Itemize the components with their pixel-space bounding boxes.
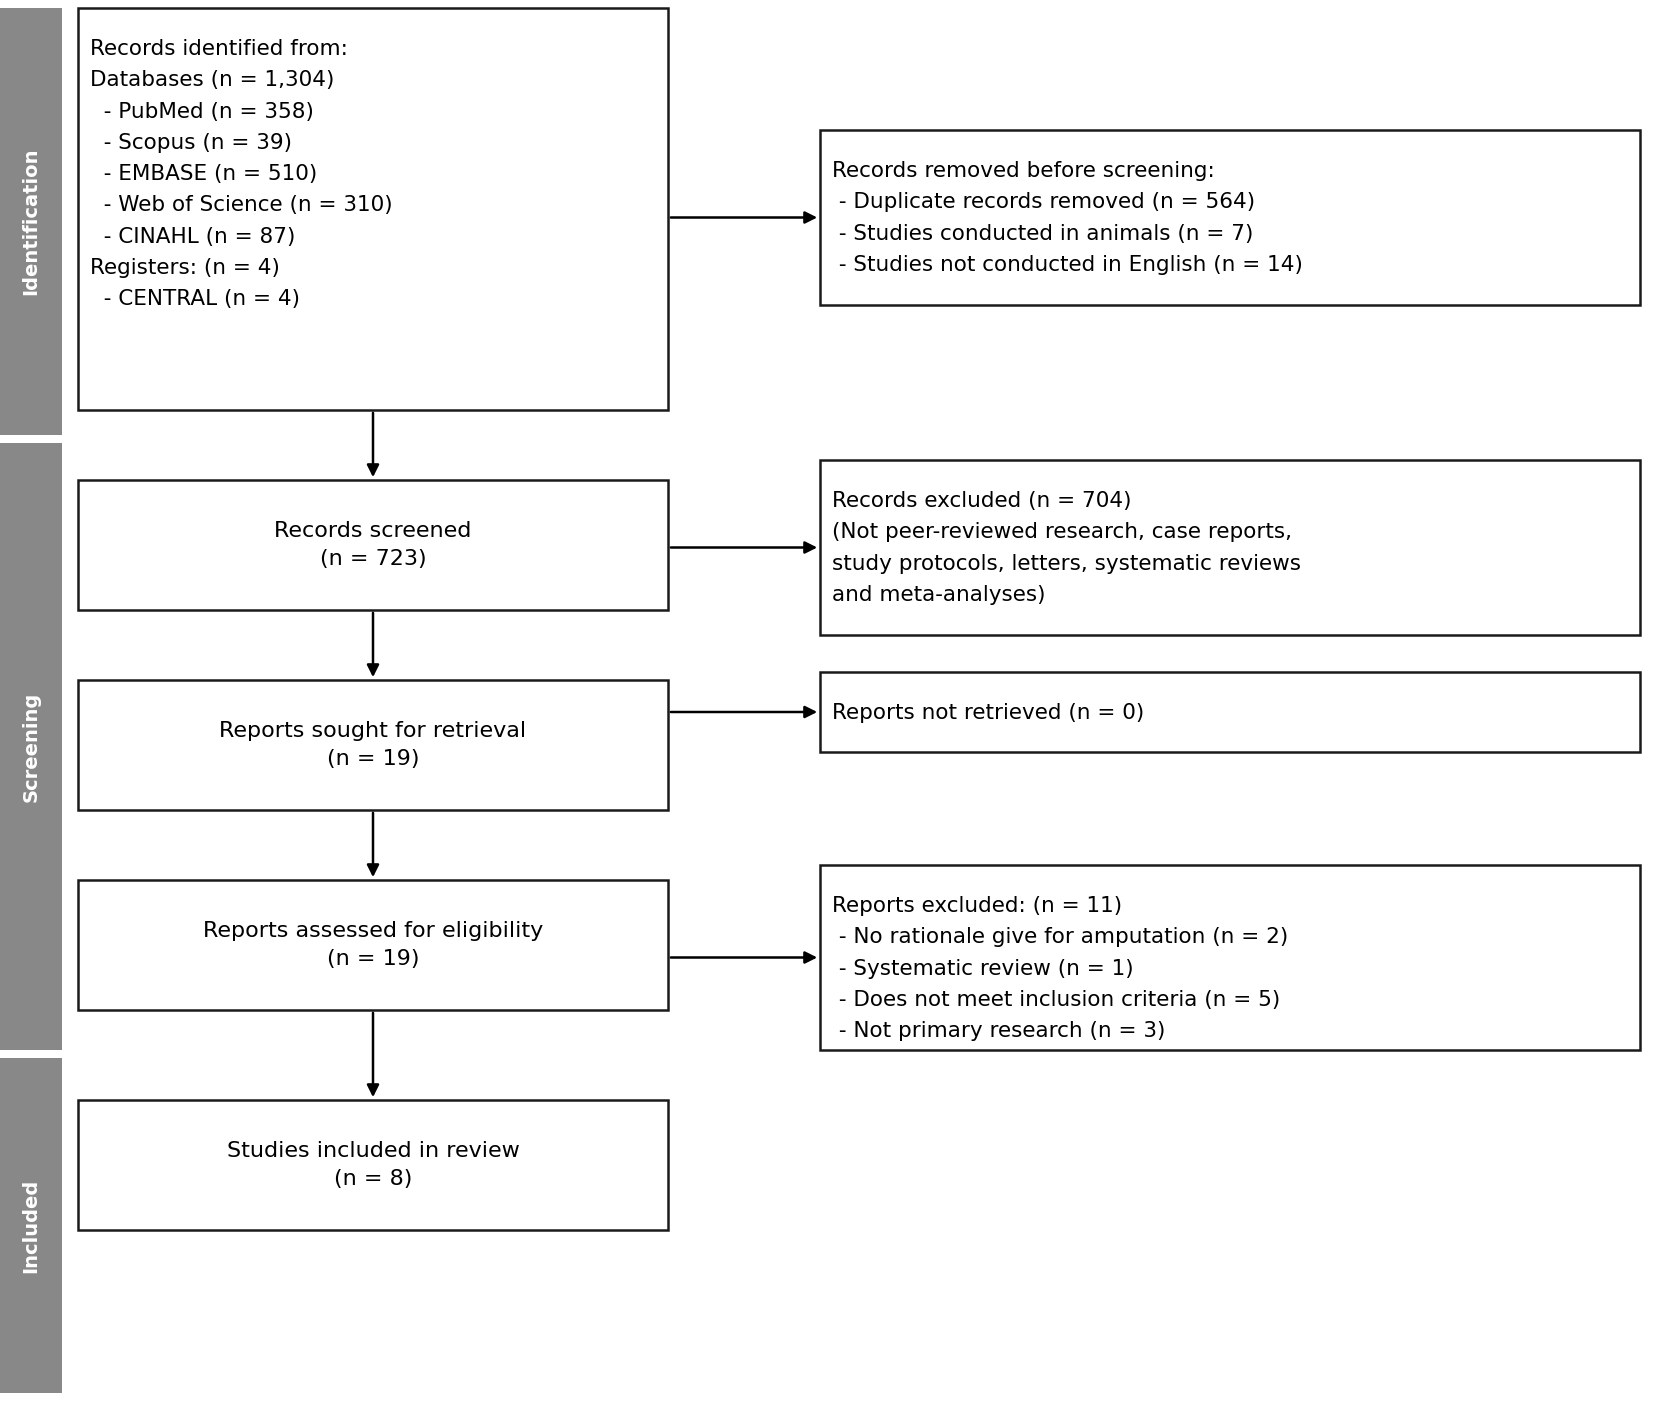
Text: - Scopus (n = 39): - Scopus (n = 39) <box>90 133 293 153</box>
Text: - CINAHL (n = 87): - CINAHL (n = 87) <box>90 227 296 247</box>
Text: - Studies not conducted in English (n = 14): - Studies not conducted in English (n = … <box>831 255 1303 275</box>
Text: Registers: (n = 4): Registers: (n = 4) <box>90 258 279 277</box>
Bar <box>79 8 668 410</box>
Bar <box>0 1058 62 1393</box>
Text: - No rationale give for amputation (n = 2): - No rationale give for amputation (n = … <box>831 927 1288 947</box>
Bar <box>79 1100 668 1230</box>
Text: Reports sought for retrieval
(n = 19): Reports sought for retrieval (n = 19) <box>219 722 527 769</box>
Text: - Does not meet inclusion criteria (n = 5): - Does not meet inclusion criteria (n = … <box>831 991 1280 1010</box>
Text: Reports not retrieved (n = 0): Reports not retrieved (n = 0) <box>831 703 1144 723</box>
Text: - Not primary research (n = 3): - Not primary research (n = 3) <box>831 1021 1166 1041</box>
Text: Records removed before screening:: Records removed before screening: <box>831 161 1215 181</box>
Text: Studies included in review
(n = 8): Studies included in review (n = 8) <box>226 1140 519 1189</box>
Text: Identification: Identification <box>22 147 40 296</box>
Text: Databases (n = 1,304): Databases (n = 1,304) <box>90 70 335 91</box>
Bar <box>0 443 62 1049</box>
Text: Records excluded (n = 704): Records excluded (n = 704) <box>831 492 1131 511</box>
Text: Reports excluded: (n = 11): Reports excluded: (n = 11) <box>831 897 1123 916</box>
Bar <box>0 8 62 434</box>
Text: - Duplicate records removed (n = 564): - Duplicate records removed (n = 564) <box>831 192 1255 213</box>
Bar <box>820 460 1640 635</box>
Bar <box>820 130 1640 305</box>
Text: Included: Included <box>22 1178 40 1272</box>
Text: - Studies conducted in animals (n = 7): - Studies conducted in animals (n = 7) <box>831 224 1253 244</box>
Bar <box>79 880 668 1010</box>
Text: (Not peer-reviewed research, case reports,: (Not peer-reviewed research, case report… <box>831 523 1292 542</box>
Text: - Web of Science (n = 310): - Web of Science (n = 310) <box>90 195 393 216</box>
Text: - PubMed (n = 358): - PubMed (n = 358) <box>90 102 315 122</box>
Bar <box>79 679 668 810</box>
Text: - Systematic review (n = 1): - Systematic review (n = 1) <box>831 958 1134 979</box>
Text: and meta-analyses): and meta-analyses) <box>831 584 1046 605</box>
Bar <box>820 672 1640 752</box>
Text: Records screened
(n = 723): Records screened (n = 723) <box>274 521 472 569</box>
Bar <box>820 864 1640 1049</box>
Text: study protocols, letters, systematic reviews: study protocols, letters, systematic rev… <box>831 553 1302 573</box>
Bar <box>79 481 668 609</box>
Text: Records identified from:: Records identified from: <box>90 39 348 59</box>
Text: Reports assessed for eligibility
(n = 19): Reports assessed for eligibility (n = 19… <box>202 920 544 969</box>
Text: - EMBASE (n = 510): - EMBASE (n = 510) <box>90 164 318 184</box>
Text: Screening: Screening <box>22 691 40 801</box>
Text: - CENTRAL (n = 4): - CENTRAL (n = 4) <box>90 289 299 310</box>
